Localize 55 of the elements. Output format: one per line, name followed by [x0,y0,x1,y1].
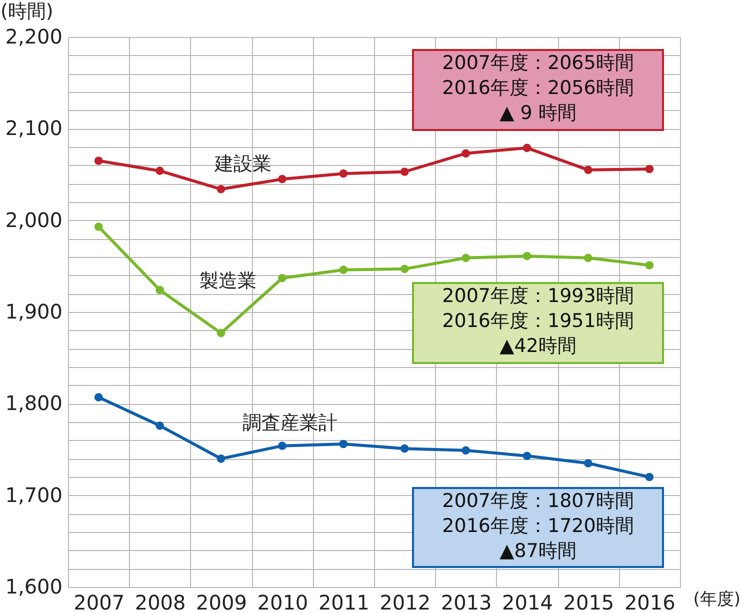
x-tick-label: 2008 [134,590,186,613]
point [522,144,532,152]
point [278,174,286,184]
point [400,444,409,453]
point [216,184,226,194]
point [400,264,409,274]
point [278,442,286,450]
series-label: 建設業 [214,153,272,175]
x-tick-label: 2010 [257,590,308,613]
x-tick-label: 2014 [502,590,553,613]
y-tick-label: 1,700 [5,482,62,507]
point [94,156,103,165]
annotation: 2007年度：1993時間 2016年度：1951時間 ▲42時間 [442,285,634,357]
y-tick-label: 1,800 [5,391,62,416]
point [584,254,592,262]
annotation: 2007年度：1807時間 2016年度：1720時間 ▲87時間 [442,490,634,562]
y-tick-label: 2,000 [5,208,62,232]
point [339,169,348,178]
point [522,252,532,260]
point [584,166,592,174]
point [216,454,226,463]
series-label: 調査産業計 [242,412,338,434]
point [156,421,164,430]
point [645,164,654,174]
x-axis-title: (年度) [693,590,740,610]
series-label: 製造業 [200,270,256,292]
y-tick-label: 1,900 [5,300,62,324]
point [156,166,164,176]
point [462,149,470,158]
x-tick-label: 2016 [624,590,676,613]
point [94,222,103,231]
point [645,261,654,270]
point [400,168,409,176]
point [216,328,226,338]
point [584,459,592,468]
annotation: 2007年度：2065時間 2016年度：2056時間 ▲ 9 時間 [442,52,634,124]
x-tick-label: 2009 [196,590,247,613]
point [522,452,532,460]
point [462,254,470,262]
point [462,446,470,455]
point [94,393,103,402]
x-tick-label: 2011 [318,590,370,613]
y-tick-label: 2,100 [5,116,62,140]
y-tick-label: 1,600 [5,574,62,598]
y-tick-label: 2,200 [5,24,62,48]
x-tick-label: 2015 [563,590,614,613]
point [156,286,164,294]
y-axis-title: (時間) [0,0,54,22]
x-tick-label: 2013 [440,590,492,613]
point [645,472,654,482]
point [278,274,286,282]
point [339,266,348,274]
x-tick-label: 2007 [74,590,125,613]
point [339,440,348,448]
x-tick-label: 2012 [380,590,431,613]
